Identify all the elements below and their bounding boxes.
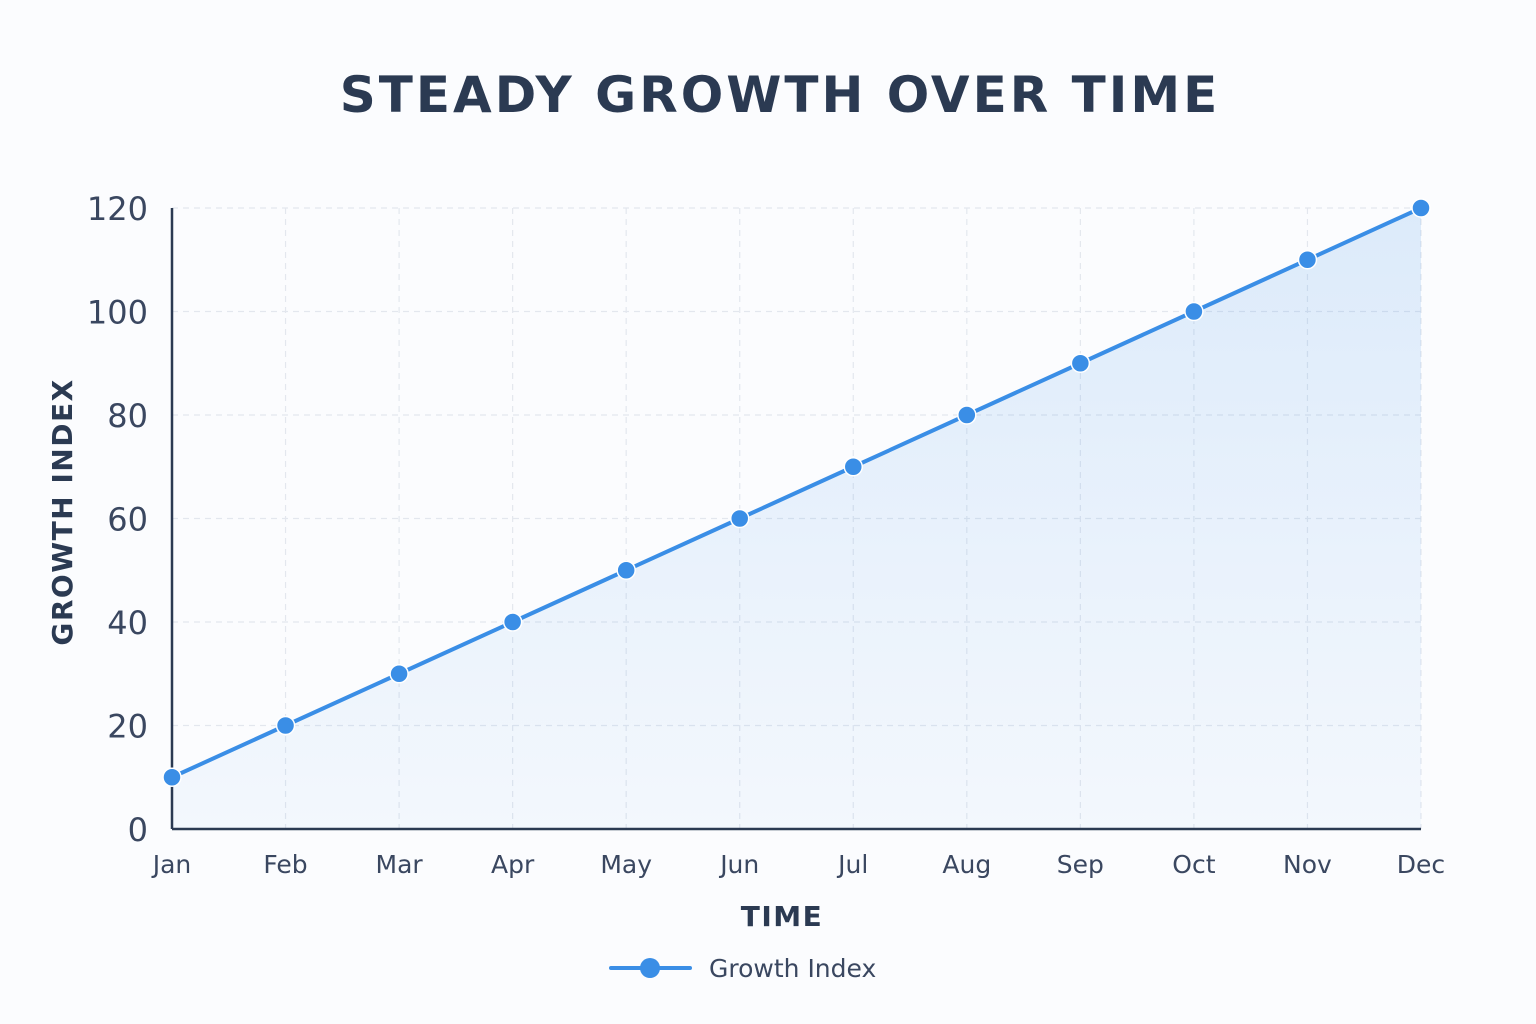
y-axis-label: GROWTH INDEX	[46, 378, 79, 645]
axes	[170, 208, 1421, 831]
y-tick-label: 0	[128, 811, 148, 849]
x-tick-label: Nov	[1283, 850, 1332, 879]
legend: Growth Index	[609, 954, 876, 983]
y-tick-label: 20	[107, 708, 148, 746]
x-axis-label: TIME	[741, 900, 824, 933]
data-point	[616, 560, 636, 580]
x-tick-label: Sep	[1057, 850, 1104, 879]
y-tick-label: 100	[87, 294, 148, 332]
series-line-growth-index	[170, 206, 1423, 780]
x-tick-label: Dec	[1397, 850, 1445, 879]
x-tick-label: Aug	[942, 850, 991, 879]
data-point	[162, 767, 182, 787]
x-tick-label: Feb	[263, 850, 307, 879]
x-tick-label: Jun	[718, 850, 759, 879]
data-points	[162, 198, 1431, 787]
legend-marker-swatch	[640, 958, 660, 978]
chart-title: STEADY GROWTH OVER TIME	[339, 66, 1221, 124]
area-fill	[172, 208, 1421, 829]
x-tick-label: May	[600, 850, 652, 879]
y-tick-label: 120	[87, 190, 148, 228]
data-point	[1411, 198, 1431, 218]
tick-labels: 0 20 40 60 80 100 120 Jan Feb Mar Apr May Jun Jul Aug S…	[87, 190, 1445, 879]
data-point	[502, 612, 523, 632]
x-tick-label: Apr	[491, 850, 535, 879]
y-tick-label: 80	[107, 397, 148, 435]
data-point	[1070, 353, 1091, 373]
y-tick-label: 60	[107, 501, 148, 539]
y-tick-label: 40	[107, 604, 148, 642]
x-tick-label: Oct	[1172, 850, 1215, 879]
data-point	[275, 715, 296, 736]
data-point	[1297, 250, 1318, 270]
data-point	[729, 508, 750, 529]
x-tick-label: Mar	[376, 850, 424, 879]
data-point	[1184, 301, 1204, 322]
x-tick-label: Jan	[151, 850, 192, 879]
x-tick-label: Jul	[836, 850, 868, 879]
data-point	[389, 664, 409, 684]
legend-label-growth-index: Growth Index	[709, 954, 876, 983]
data-point	[843, 457, 864, 477]
data-point	[957, 405, 977, 425]
